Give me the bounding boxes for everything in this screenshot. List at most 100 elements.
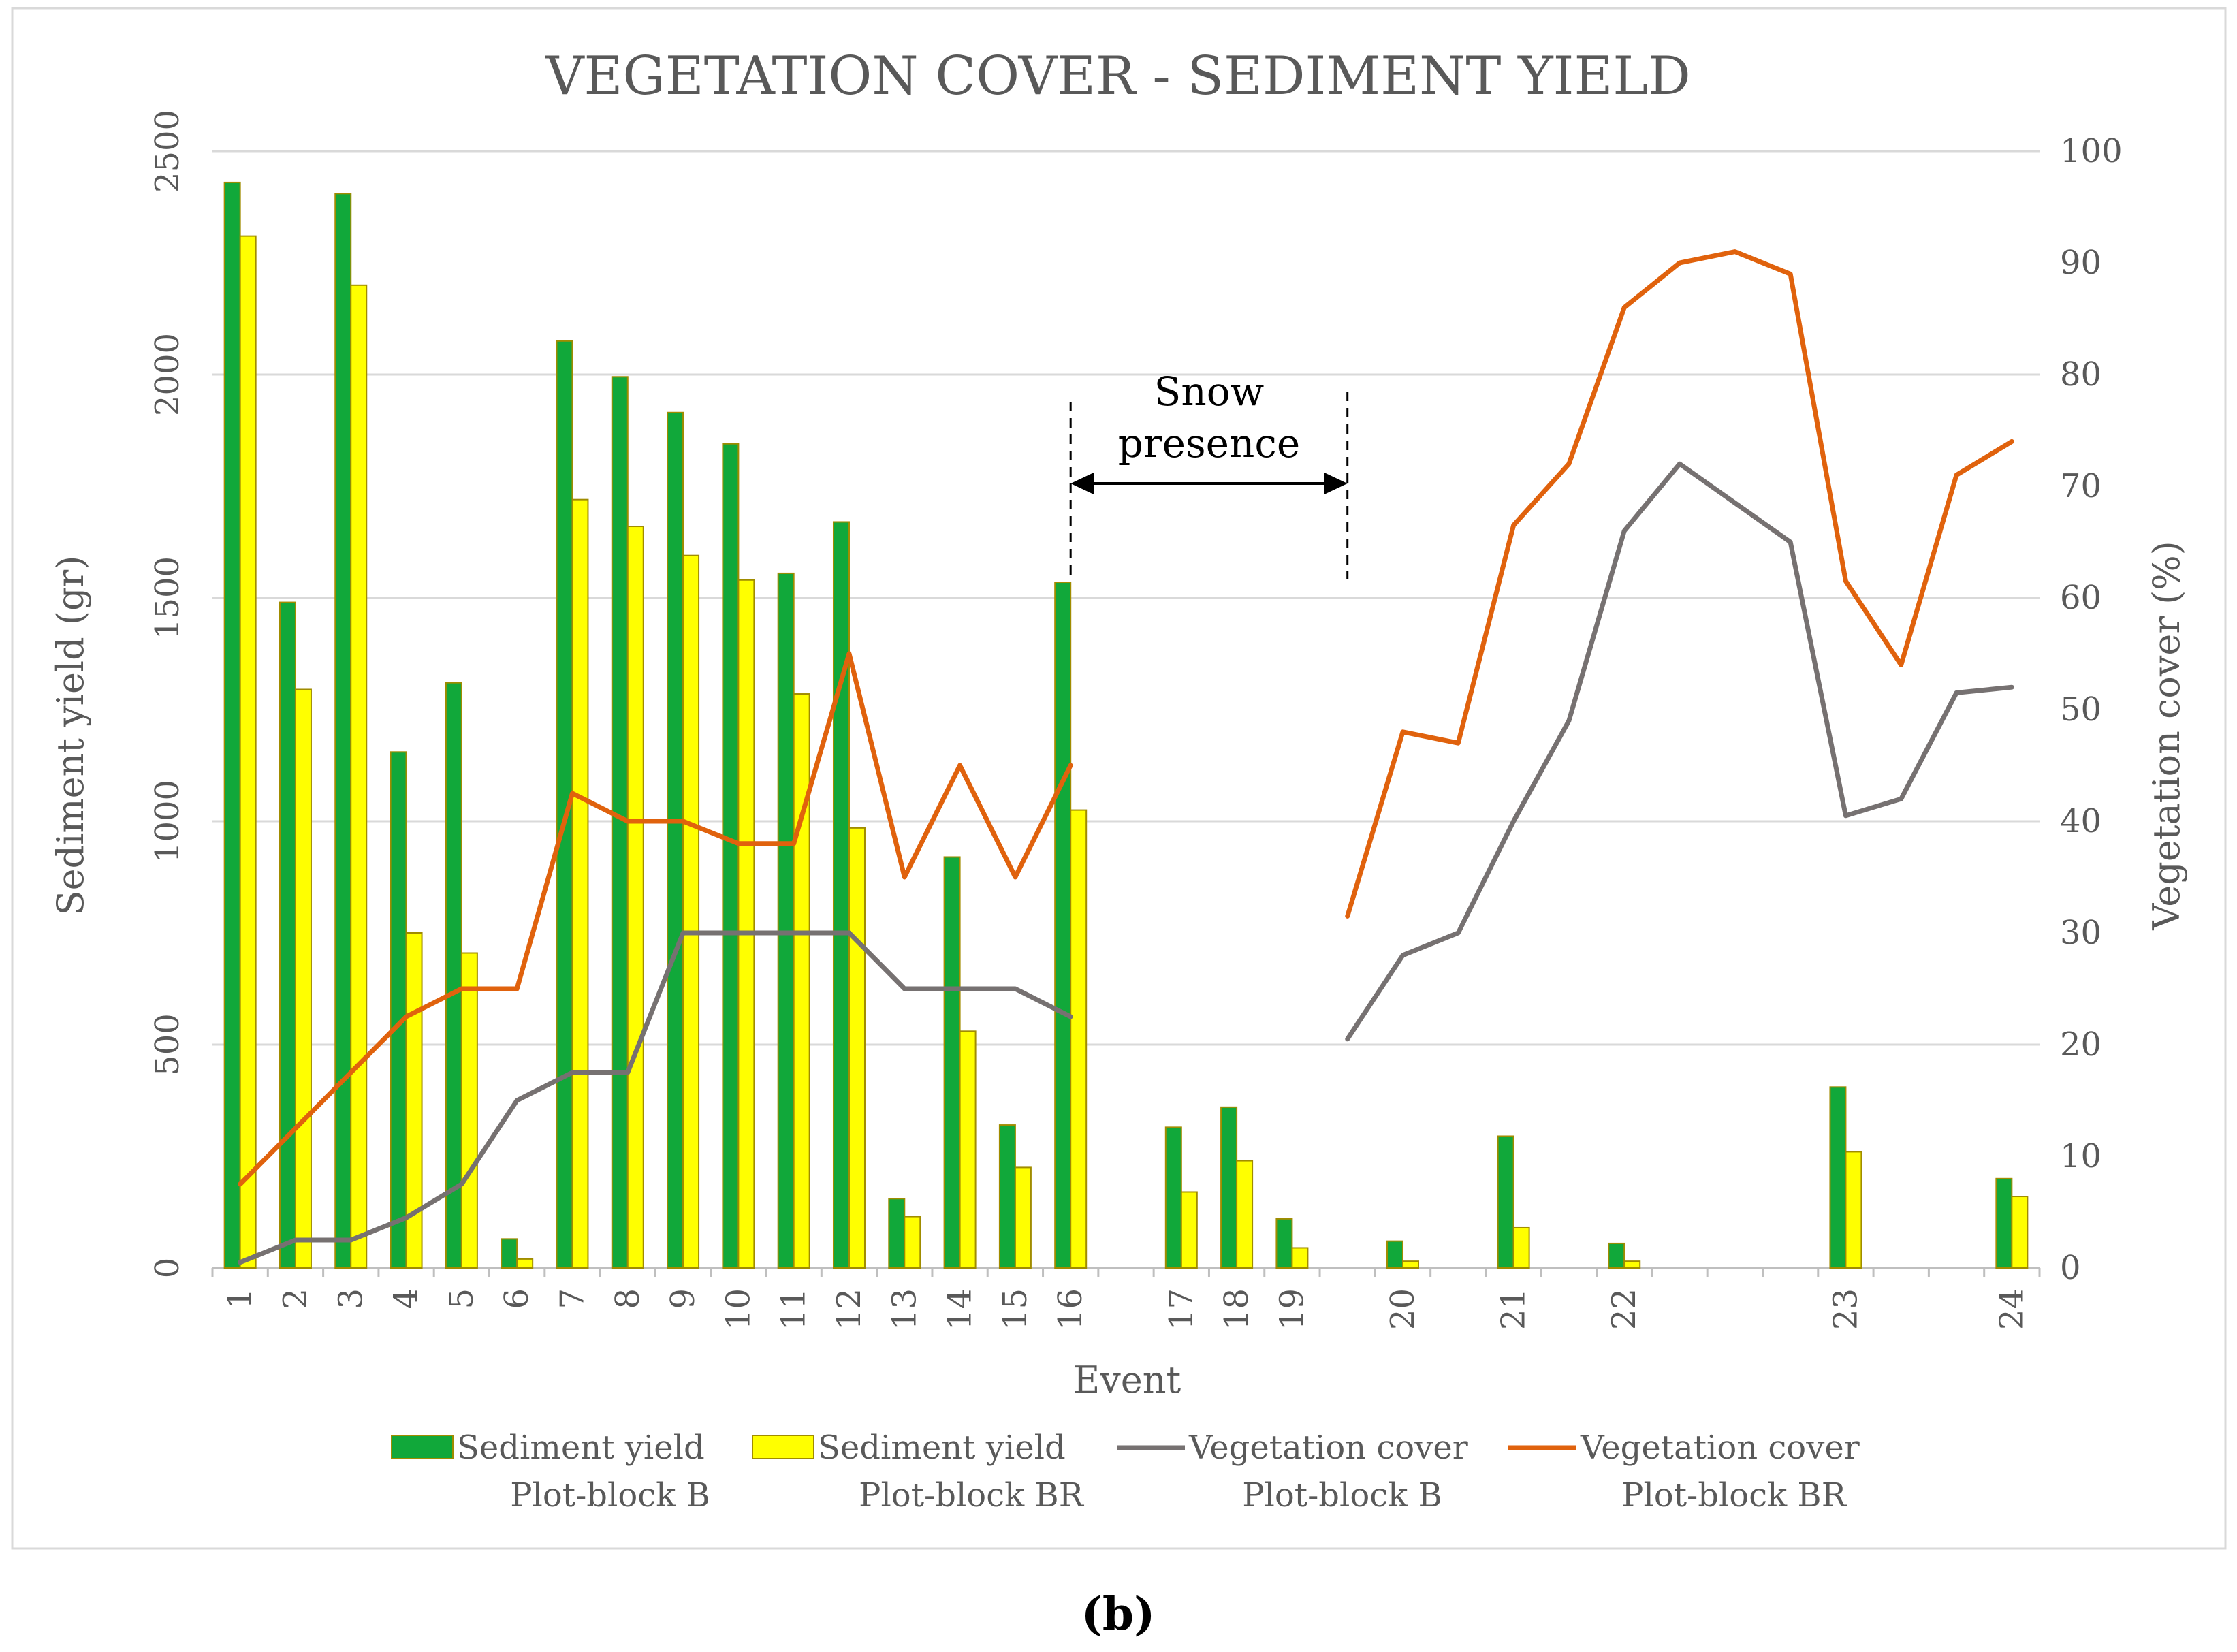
bar-plot-block-br — [1236, 1160, 1254, 1269]
bar-plot-block-b — [1608, 1242, 1625, 1269]
bar-plot-block-br — [904, 1216, 921, 1269]
x-axis-label: Event — [1073, 1359, 1181, 1401]
y-tick-label: 2500 — [148, 110, 187, 193]
y2-tick-label: 50 — [2060, 690, 2101, 729]
y-tick-label: 1000 — [148, 780, 187, 863]
x-tick-label: 13 — [885, 1288, 923, 1330]
x-tick-label: 11 — [775, 1288, 813, 1330]
bar-plot-block-b — [1054, 582, 1072, 1269]
bar-plot-block-b — [334, 193, 352, 1269]
chart-title: VEGETATION COVER - SEDIMENT YIELD — [545, 46, 1691, 107]
bar-plot-block-b — [667, 411, 684, 1269]
x-tick-label: 3 — [332, 1288, 370, 1309]
bar-plot-block-b — [943, 856, 961, 1269]
bar-plot-block-b — [223, 181, 241, 1269]
line-vegetation-cover-plot-block-br — [1345, 249, 2014, 919]
bar-plot-block-b — [445, 682, 462, 1269]
line-vegetation-cover-plot-block-b — [238, 930, 1073, 1265]
legend-label: Sediment yield — [818, 1429, 1066, 1467]
y2-tick-label: 70 — [2060, 467, 2101, 505]
x-tick-label: 19 — [1273, 1288, 1311, 1330]
bar-plot-block-b — [279, 601, 296, 1269]
snow-presence-annotation: Snow presence — [1069, 368, 1349, 579]
x-tick-label: 17 — [1162, 1288, 1201, 1330]
x-tick-label: 9 — [664, 1288, 702, 1309]
bar-plot-block-br — [1014, 1166, 1032, 1269]
bar-plot-block-br — [1845, 1151, 1862, 1269]
bar-plot-block-br — [239, 235, 257, 1269]
bar-plot-block-b — [832, 521, 850, 1269]
y2-tick-label: 80 — [2060, 355, 2101, 394]
x-tick-label: 10 — [719, 1288, 757, 1330]
bar-plot-block-b — [1164, 1126, 1182, 1269]
legend-label: Plot-block BR — [859, 1476, 1085, 1514]
lines — [238, 249, 2014, 1265]
x-tick-label: 8 — [609, 1288, 647, 1309]
bar-plot-block-br — [350, 284, 368, 1269]
x-tick-label: 12 — [830, 1288, 868, 1330]
bar-plot-block-b — [1275, 1218, 1293, 1269]
y-axis-label: Sediment yield (gr) — [49, 556, 92, 916]
bar-plot-block-b — [888, 1198, 906, 1269]
gridlines — [211, 150, 2041, 1277]
bar-plot-block-br — [2011, 1196, 2029, 1269]
y-tick-label: 1500 — [148, 556, 187, 639]
bar-plot-block-b — [777, 572, 795, 1269]
bar-plot-block-br — [294, 688, 312, 1269]
legend-label: Vegetation cover — [1580, 1429, 1860, 1467]
x-tick-label: 2 — [276, 1288, 315, 1309]
bar-plot-block-b — [1386, 1240, 1404, 1269]
bar-plot-block-br — [460, 952, 478, 1269]
bars — [223, 181, 2029, 1269]
x-tick-label: 16 — [1051, 1288, 1090, 1330]
bar-plot-block-br — [848, 827, 866, 1269]
y2-tick-label: 100 — [2060, 132, 2123, 170]
snow-arrow-head-right — [1324, 473, 1348, 494]
y-tick-label: 2000 — [148, 333, 187, 416]
snow-presence-label: presence — [1118, 420, 1300, 466]
bar-plot-block-br — [1291, 1247, 1309, 1269]
x-tick-label: 23 — [1826, 1288, 1865, 1330]
y-tick-label: 500 — [148, 1013, 187, 1076]
legend-label: Plot-block B — [1242, 1476, 1442, 1514]
y2-tick-label: 10 — [2060, 1137, 2101, 1175]
x-tick-label: 15 — [996, 1288, 1034, 1330]
bar-plot-block-br — [793, 693, 810, 1269]
y2-tick-label: 60 — [2060, 579, 2101, 617]
y-tick-label: 0 — [148, 1258, 187, 1279]
bar-plot-block-br — [516, 1258, 534, 1269]
line-vegetation-cover-plot-block-br — [238, 651, 1073, 1187]
y2-tick-label: 90 — [2060, 244, 2101, 282]
legend-swatch — [752, 1435, 814, 1459]
bar-plot-block-br — [682, 554, 700, 1269]
x-tick-label: 24 — [1993, 1288, 2031, 1330]
x-tick-label: 4 — [387, 1288, 426, 1309]
x-tick-label: 6 — [498, 1288, 536, 1309]
legend-label: Sediment yield — [457, 1429, 705, 1467]
bar-plot-block-br — [571, 498, 589, 1269]
panel-label: (b) — [1081, 1587, 1156, 1640]
line-vegetation-cover-plot-block-b — [1345, 461, 2014, 1042]
y2-tick-label: 30 — [2060, 914, 2101, 952]
bar-plot-block-br — [1180, 1191, 1198, 1269]
bar-plot-block-b — [501, 1238, 518, 1269]
x-tick-label: 21 — [1495, 1288, 1533, 1330]
x-tick-label: 1 — [221, 1288, 259, 1309]
y2-axis-label: Vegetation cover (%) — [2145, 541, 2188, 930]
bar-plot-block-br — [1402, 1260, 1420, 1269]
bar-plot-block-b — [1220, 1106, 1238, 1269]
bar-plot-block-br — [959, 1030, 977, 1269]
bar-plot-block-b — [1995, 1177, 2013, 1269]
bar-plot-block-b — [1829, 1086, 1847, 1269]
bar-plot-block-br — [626, 526, 644, 1269]
bar-plot-block-b — [722, 443, 740, 1269]
y2-tick-label: 40 — [2060, 802, 2101, 840]
snow-arrow-head-left — [1070, 473, 1094, 494]
y2-tick-label: 0 — [2060, 1249, 2081, 1287]
y2-tick-label: 20 — [2060, 1026, 2101, 1064]
legend-label: Plot-block B — [510, 1476, 710, 1514]
legend-swatch — [391, 1435, 454, 1459]
x-tick-label: 20 — [1384, 1288, 1422, 1330]
bar-plot-block-br — [737, 579, 755, 1269]
